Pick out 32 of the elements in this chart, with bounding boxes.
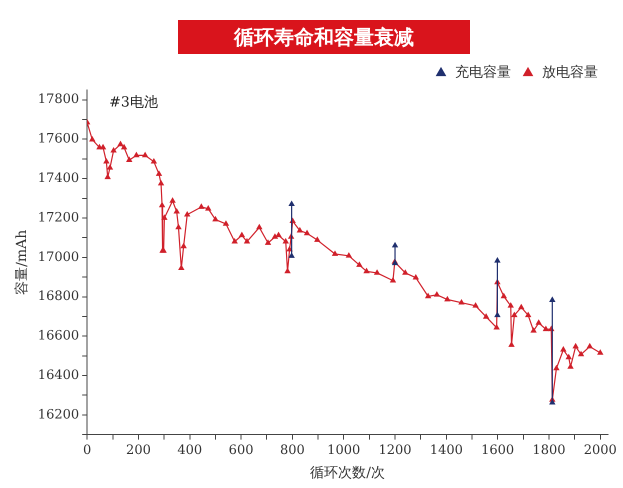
y-tick-label: 17600 xyxy=(38,132,80,147)
y-tick-label: 17200 xyxy=(38,210,80,226)
x-tick-label: 0 xyxy=(83,442,92,458)
annotation: #3电池 xyxy=(109,94,158,111)
point xyxy=(288,201,294,206)
y-tick-label: 17400 xyxy=(38,170,80,186)
x-tick-label: 600 xyxy=(228,442,254,458)
x-axis-title: 循环次数/次 xyxy=(310,465,385,482)
y-tick-label: 16400 xyxy=(38,368,80,383)
x-tick-label: 1800 xyxy=(532,442,566,458)
x-tick-label: 1200 xyxy=(378,442,412,458)
x-tick-label: 1000 xyxy=(327,442,360,458)
point xyxy=(494,312,500,318)
x-tick-label: 2000 xyxy=(584,442,617,458)
point xyxy=(288,252,294,258)
x-tick-label: 400 xyxy=(177,442,202,458)
point xyxy=(392,242,398,248)
x-tick-label: 1600 xyxy=(481,442,514,458)
legend-label: 放电容量 xyxy=(542,64,598,81)
y-tick-label: 17800 xyxy=(38,92,80,108)
y-tick-label: 17000 xyxy=(38,250,80,265)
chart-title: 循环寿命和容量衰减 xyxy=(178,20,470,54)
y-axis-title: 容量/mAh xyxy=(14,230,30,295)
x-tick-label: 800 xyxy=(280,442,305,458)
y-tick-label: 16800 xyxy=(38,289,80,304)
point xyxy=(494,258,500,263)
y-tick-label: 16200 xyxy=(38,407,80,422)
point xyxy=(550,400,556,405)
x-tick-label: 200 xyxy=(126,442,151,458)
y-tick-label: 16600 xyxy=(38,328,80,344)
x-tick-label: 1400 xyxy=(430,442,463,458)
legend-label: 充电容量 xyxy=(455,64,511,81)
